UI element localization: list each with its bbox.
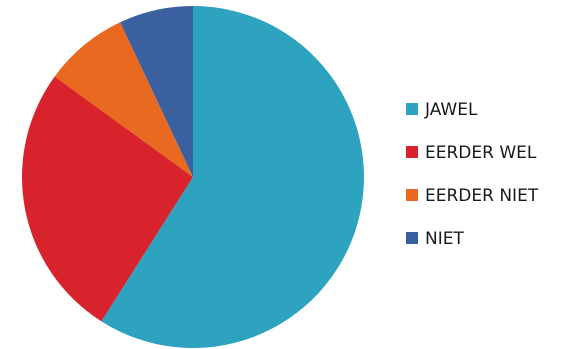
legend-item: EERDER WEL <box>406 143 537 163</box>
legend-swatch <box>406 232 418 244</box>
legend-label: EERDER WEL <box>425 143 537 163</box>
pie-slice-niet <box>120 5 193 177</box>
legend-swatch <box>406 189 418 201</box>
legend-label: EERDER NIET <box>425 186 539 206</box>
legend-label: JAWEL <box>424 100 478 120</box>
legend-item: JAWEL <box>406 100 478 120</box>
legend-swatch <box>406 146 418 158</box>
pie-slice-eerder-wel <box>22 76 193 322</box>
pie-slice-jawel <box>101 6 364 348</box>
legend-label: NIET <box>425 229 464 249</box>
legend: JAWEL EERDER WEL EERDER NIET NIET <box>406 100 539 249</box>
pie-slice-eerder-niet <box>54 22 193 177</box>
legend-swatch <box>406 103 418 115</box>
legend-item: EERDER NIET <box>406 186 539 206</box>
legend-item: NIET <box>406 229 464 249</box>
pie-slices <box>22 5 364 348</box>
